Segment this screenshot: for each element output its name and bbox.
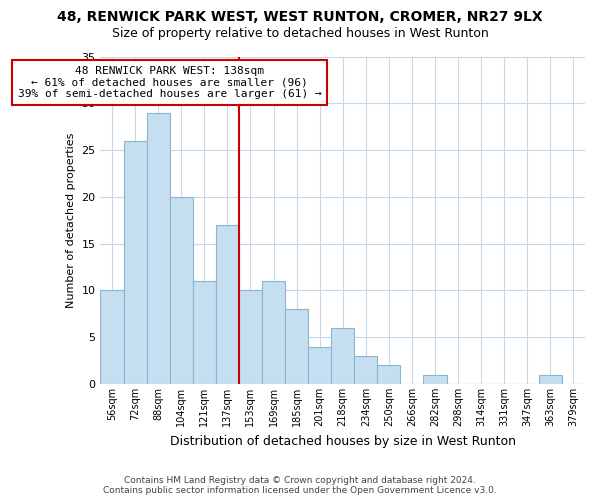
Y-axis label: Number of detached properties: Number of detached properties	[66, 132, 76, 308]
X-axis label: Distribution of detached houses by size in West Runton: Distribution of detached houses by size …	[170, 434, 516, 448]
Bar	[308, 346, 331, 384]
Bar	[216, 225, 239, 384]
Bar	[124, 140, 146, 384]
Bar	[539, 374, 562, 384]
Bar	[193, 281, 216, 384]
Bar	[239, 290, 262, 384]
Bar	[146, 112, 170, 384]
Text: Size of property relative to detached houses in West Runton: Size of property relative to detached ho…	[112, 28, 488, 40]
Bar	[377, 366, 400, 384]
Text: Contains HM Land Registry data © Crown copyright and database right 2024.
Contai: Contains HM Land Registry data © Crown c…	[103, 476, 497, 495]
Bar	[262, 281, 285, 384]
Text: 48, RENWICK PARK WEST, WEST RUNTON, CROMER, NR27 9LX: 48, RENWICK PARK WEST, WEST RUNTON, CROM…	[57, 10, 543, 24]
Bar	[170, 197, 193, 384]
Bar	[354, 356, 377, 384]
Bar	[424, 374, 446, 384]
Bar	[285, 309, 308, 384]
Bar	[100, 290, 124, 384]
Text: 48 RENWICK PARK WEST: 138sqm
← 61% of detached houses are smaller (96)
39% of se: 48 RENWICK PARK WEST: 138sqm ← 61% of de…	[18, 66, 322, 99]
Bar	[331, 328, 354, 384]
